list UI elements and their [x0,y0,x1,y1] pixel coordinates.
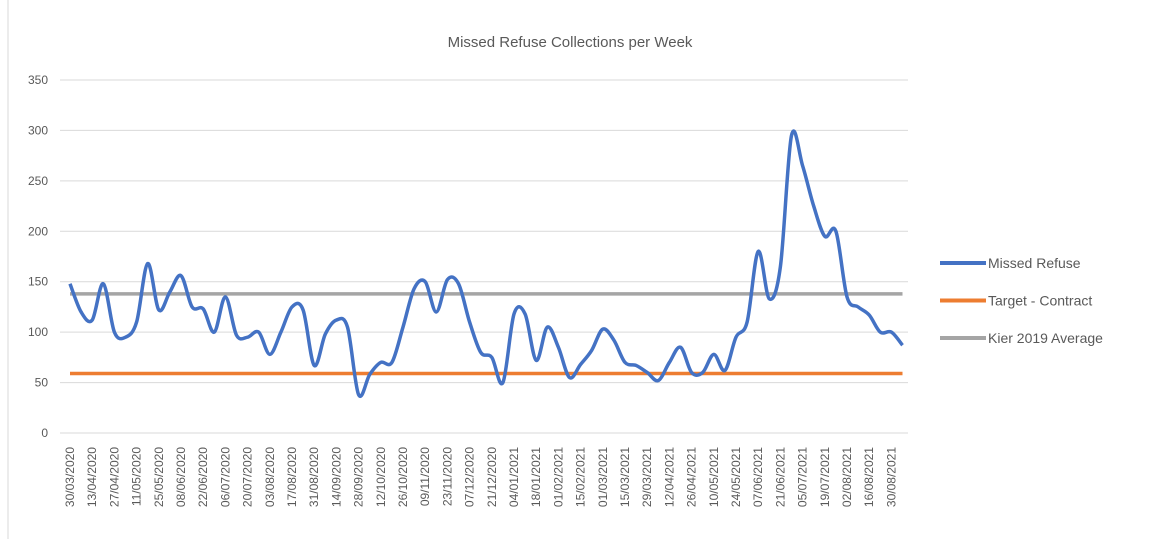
x-tick-label: 01/03/2021 [596,447,610,507]
x-tick-label: 02/08/2021 [840,447,854,507]
y-tick-label: 0 [41,426,48,440]
x-tick-label: 29/03/2021 [640,447,654,507]
y-tick-label: 150 [28,275,48,289]
x-tick-label: 18/01/2021 [529,447,543,507]
x-tick-label: 13/04/2020 [85,447,99,507]
y-tick-label: 300 [28,123,48,137]
x-tick-label: 01/02/2021 [551,447,565,507]
x-tick-label: 26/04/2021 [685,447,699,507]
x-tick-label: 12/04/2021 [662,447,676,507]
y-tick-label: 50 [35,376,49,390]
y-tick-label: 250 [28,174,48,188]
x-tick-label: 17/08/2020 [285,447,299,507]
x-tick-label: 23/11/2020 [440,447,454,506]
x-tick-label: 22/06/2020 [196,447,210,507]
x-tick-label: 20/07/2020 [241,447,255,507]
x-tick-label: 19/07/2021 [818,447,832,507]
legend-label: Target - Contract [988,293,1092,309]
x-tick-label: 07/12/2020 [463,447,477,507]
data-line [68,129,904,399]
x-tick-label: 11/05/2020 [130,447,144,506]
x-tick-label: 03/08/2020 [263,447,277,507]
legend-label: Kier 2019 Average [988,330,1103,346]
x-tick-label: 14/09/2020 [329,447,343,507]
x-tick-label: 05/07/2021 [796,447,810,507]
y-tick-label: 350 [28,73,48,87]
chart-title: Missed Refuse Collections per Week [448,34,693,51]
x-tick-label: 21/12/2020 [485,447,499,507]
x-tick-label: 31/08/2020 [307,447,321,507]
x-tick-label: 30/08/2021 [884,447,898,507]
x-tick-label: 30/03/2020 [63,447,77,507]
x-tick-label: 15/03/2021 [618,447,632,507]
x-tick-label: 08/06/2020 [174,447,188,507]
x-tick-label: 10/05/2021 [707,447,721,507]
x-tick-label: 15/02/2021 [574,447,588,507]
legend-label: Missed Refuse [988,255,1081,271]
x-tick-label: 27/04/2020 [107,447,121,507]
y-tick-label: 200 [28,224,48,238]
x-tick-label: 07/06/2021 [751,447,765,507]
x-tick-label: 16/08/2021 [862,447,876,507]
x-tick-label: 09/11/2020 [418,447,432,506]
x-tick-label: 21/06/2021 [773,447,787,507]
x-tick-label: 28/09/2020 [352,447,366,507]
x-tick-label: 26/10/2020 [396,447,410,507]
x-tick-label: 04/01/2021 [507,447,521,507]
x-tick-label: 25/05/2020 [152,447,166,507]
x-tick-label: 24/05/2021 [729,447,743,507]
y-tick-label: 100 [28,325,48,339]
x-tick-label: 12/10/2020 [374,447,388,507]
x-tick-label: 06/07/2020 [218,447,232,507]
